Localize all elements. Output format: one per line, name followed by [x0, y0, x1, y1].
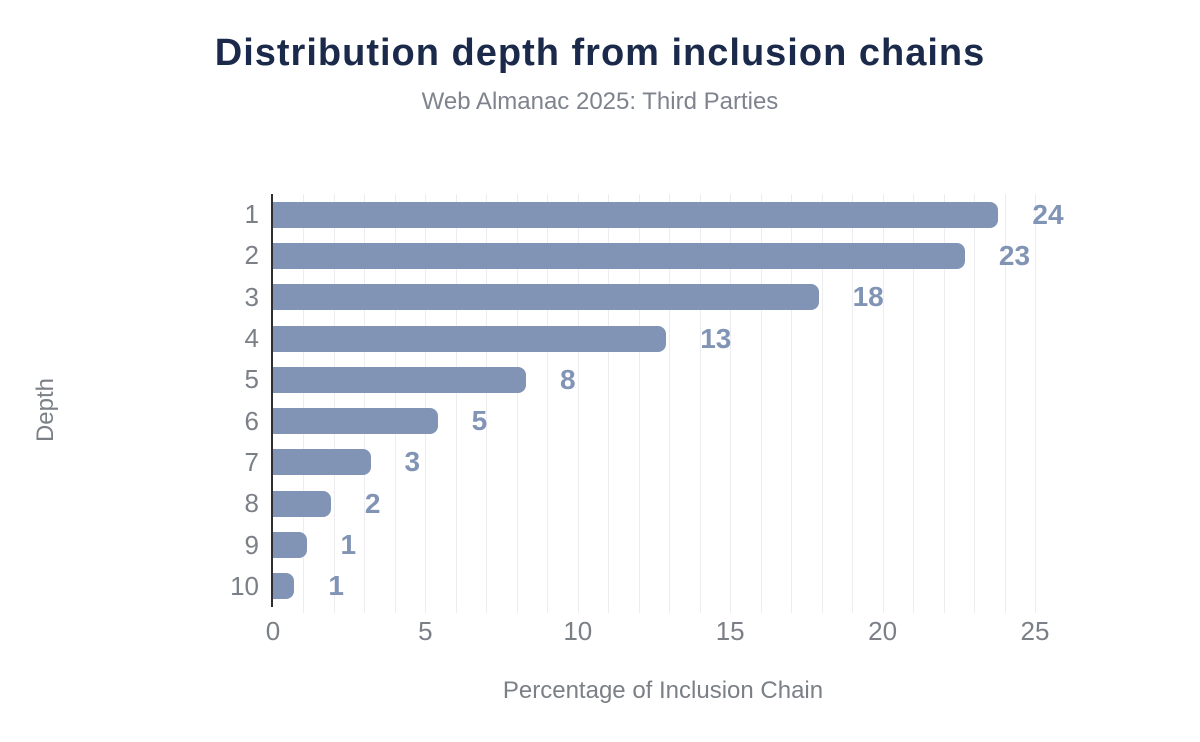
gridline: [516, 194, 518, 613]
gridline: [821, 194, 823, 613]
gridline: [852, 194, 854, 613]
category-label: 10: [230, 570, 259, 601]
bar: [273, 573, 295, 600]
bar: [273, 449, 371, 476]
gridline: [882, 194, 884, 613]
gridline: [974, 194, 976, 613]
bar-value-label: 5: [471, 405, 488, 437]
gridline: [364, 194, 366, 613]
category-label: 9: [244, 529, 259, 560]
gridline: [730, 194, 732, 613]
category-label: 5: [244, 364, 259, 395]
bar: [273, 201, 999, 228]
y-axis-line: [271, 194, 273, 607]
bar: [273, 366, 526, 393]
bar: [273, 242, 965, 269]
bar: [273, 284, 819, 311]
category-label: 3: [244, 281, 259, 312]
category-label: 2: [244, 240, 259, 271]
category-label: 7: [244, 446, 259, 477]
category-label: 8: [244, 488, 259, 519]
bar-row: 4 13: [245, 318, 1053, 359]
bar-row: 3 18: [245, 277, 1053, 318]
category-label: 6: [244, 405, 259, 436]
gridline: [455, 194, 457, 613]
x-tick-label: 25: [1020, 616, 1050, 646]
gridline: [394, 194, 396, 613]
x-axis-ticks: 0 5 10 15 20 25: [266, 616, 1053, 648]
gridline: [303, 194, 305, 613]
gridline: [608, 194, 610, 613]
chart-title: Distribution depth from inclusion chains: [214, 32, 986, 74]
bar-value-label: 8: [559, 363, 576, 395]
bar: [273, 408, 438, 435]
bar-value-label: 1: [328, 570, 344, 602]
bar-value-label: 24: [1032, 198, 1064, 230]
x-axis-title: Percentage of Inclusion Chain: [502, 677, 824, 704]
y-axis-title: Depth: [32, 377, 59, 443]
bar-value-label: 2: [364, 487, 381, 519]
x-tick-label: 0: [265, 616, 281, 646]
category-label: 4: [244, 323, 259, 354]
bar-value-label: 3: [404, 446, 421, 478]
gridline: [760, 194, 762, 613]
x-tick-label: 5: [418, 616, 433, 646]
gridline: [669, 194, 671, 613]
category-label: 1: [244, 199, 259, 230]
gridline: [913, 194, 915, 613]
bar-row: 10 1: [230, 566, 1053, 607]
bar: [273, 532, 307, 559]
plot-area: 1 24 2 23 3 18 4 13 5 8 6 5 7 3 8 2 9 1 10 1: [230, 194, 1064, 613]
gridline: [486, 194, 488, 613]
gridline: [1004, 194, 1006, 613]
x-tick-label: 15: [715, 616, 745, 646]
bar-value-label: 1: [340, 529, 357, 561]
chart-subtitle: Web Almanac 2025: Third Parties: [421, 88, 779, 115]
gridline: [333, 194, 335, 613]
bar-value-label: 23: [998, 239, 1031, 271]
gridline: [577, 194, 579, 613]
gridline: [699, 194, 701, 613]
gridline: [425, 194, 427, 613]
x-tick-label: 10: [563, 616, 593, 646]
bar-value-label: 18: [852, 281, 884, 313]
x-tick-label: 20: [868, 616, 898, 646]
bar: [273, 490, 331, 517]
bar-value-label: 13: [700, 322, 732, 354]
gridline: [1035, 194, 1036, 613]
bar-row: 2 23: [245, 235, 1053, 276]
bar-row: 1 24: [245, 194, 1064, 235]
gridline: [638, 194, 640, 613]
gridline: [791, 194, 793, 613]
gridline: [547, 194, 549, 613]
bar: [273, 325, 667, 352]
gridline: [943, 194, 945, 613]
